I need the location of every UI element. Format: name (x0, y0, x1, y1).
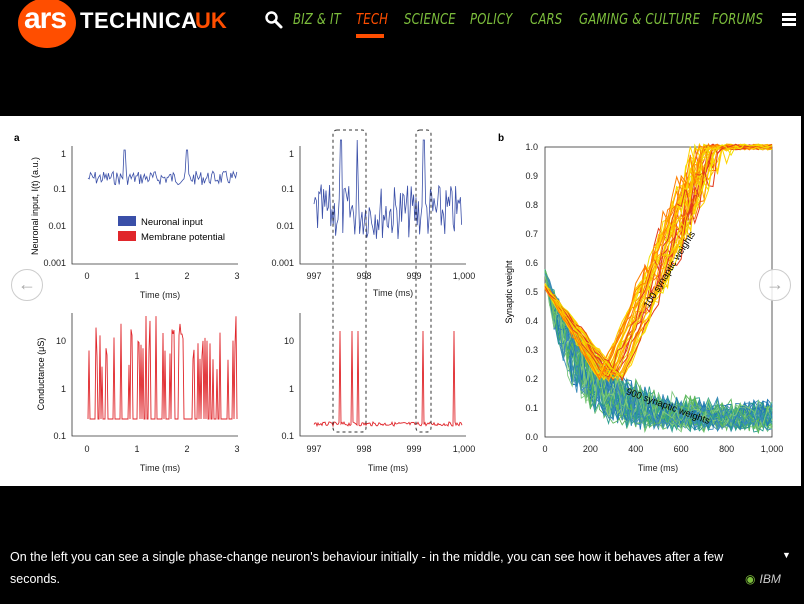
tick-left-x: 0 (84, 271, 89, 281)
tick-input-y: 0.01 (48, 221, 66, 231)
tick-left-x: 2 (184, 444, 189, 454)
hamburger-menu-icon[interactable] (782, 13, 796, 27)
logo-uk: UK (195, 8, 227, 33)
arrow-right-icon[interactable]: → (759, 269, 791, 301)
ylabel-input: Neuronal input, I(t) (a.u.) (30, 157, 40, 255)
tick-b-y: 0.7 (525, 229, 538, 239)
tick-cond-y: 1 (61, 384, 66, 394)
tick-b-y: 0.2 (525, 374, 538, 384)
figure-caption: On the left you can see a single phase-c… (10, 550, 724, 586)
tick-mid-x: 999 (406, 444, 421, 454)
article-figure: a b Neuronal input, I(t) (a.u.) Conducta… (0, 116, 801, 486)
tick-b-y: 0.4 (525, 316, 538, 326)
tick-cond-y: 0.1 (281, 431, 294, 441)
tick-b-x: 1,000 (761, 444, 784, 454)
nav-cars[interactable]: CARS (530, 10, 563, 28)
credit-text: IBM (759, 572, 781, 586)
tick-left-x: 2 (184, 271, 189, 281)
tick-b-y: 1.0 (525, 142, 538, 152)
tick-left-x: 1 (134, 444, 139, 454)
tick-b-y: 0.0 (525, 432, 538, 442)
tick-b-y: 0.3 (525, 345, 538, 355)
search-icon[interactable] (264, 10, 284, 30)
caret-down-icon[interactable]: ▼ (782, 550, 791, 560)
tick-b-y: 0.1 (525, 403, 538, 413)
tick-b-x: 600 (674, 444, 689, 454)
tick-input-y: 0.1 (281, 184, 294, 194)
tick-mid-x: 1,000 (453, 271, 476, 281)
nav-policy[interactable]: POLICY (470, 10, 513, 28)
tick-cond-y: 10 (56, 336, 66, 346)
arrow-left-icon[interactable]: ← (11, 269, 43, 301)
nav-tech[interactable]: TECH (356, 10, 389, 28)
site-header: ars TECHNICA UK BIZ & IT TECH SCIENCE PO… (0, 0, 804, 48)
ylabel-conductance: Conductance (μS) (36, 338, 46, 411)
tick-input-y: 1 (289, 149, 294, 159)
tick-mid-x: 1,000 (453, 444, 476, 454)
tick-b-y: 0.9 (525, 171, 538, 181)
tick-mid-x: 999 (406, 271, 421, 281)
tick-b-x: 400 (628, 444, 643, 454)
logo-ars: ars (24, 2, 67, 35)
tick-b-y: 0.5 (525, 287, 538, 297)
nav-science[interactable]: SCIENCE (404, 10, 456, 28)
nav-biz-it[interactable]: BIZ & IT (293, 10, 341, 28)
tick-left-x: 0 (84, 444, 89, 454)
tick-left-x: 3 (234, 271, 239, 281)
tick-left-x: 1 (134, 271, 139, 281)
legend-input: Neuronal input (141, 217, 203, 228)
xlabel: Time (ms) (638, 463, 678, 473)
tick-b-x: 0 (542, 444, 547, 454)
nav-gaming-culture[interactable]: GAMING & CULTURE (579, 10, 701, 28)
tick-mid-x: 998 (356, 444, 371, 454)
tick-b-x: 200 (583, 444, 598, 454)
tick-input-y: 0.001 (271, 258, 294, 268)
xlabel: Time (ms) (373, 288, 413, 298)
tick-cond-y: 0.1 (53, 431, 66, 441)
tick-cond-y: 1 (289, 384, 294, 394)
nav-forums[interactable]: FORUMS (712, 10, 764, 28)
panel-label-b: b (498, 133, 504, 144)
camera-icon: ◉ (745, 572, 756, 586)
tick-left-x: 3 (234, 444, 239, 454)
legend-swatch-input (118, 216, 136, 226)
logo-circle (18, 0, 76, 48)
active-tab-indicator (356, 34, 384, 38)
logo-technica: TECHNICA (80, 8, 198, 33)
xlabel: Time (ms) (140, 463, 180, 473)
tick-mid-x: 997 (306, 444, 321, 454)
image-credit: ◉ IBM (745, 572, 781, 586)
tick-input-y: 0.001 (43, 258, 66, 268)
figure-image: a b Neuronal input, I(t) (a.u.) Conducta… (14, 129, 784, 473)
tick-input-y: 0.1 (53, 184, 66, 194)
legend-swatch-membrane (118, 231, 136, 241)
tick-b-y: 0.6 (525, 258, 538, 268)
xlabel: Time (ms) (368, 463, 408, 473)
tick-b-x: 800 (719, 444, 734, 454)
tick-b-y: 0.8 (525, 200, 538, 210)
legend-membrane: Membrane potential (141, 232, 225, 243)
tick-input-y: 0.01 (276, 221, 294, 231)
panel-label-a: a (14, 133, 20, 144)
tick-mid-x: 997 (306, 271, 321, 281)
tick-input-y: 1 (61, 149, 66, 159)
ylabel-weight: Synaptic weight (504, 260, 514, 324)
xlabel: Time (ms) (140, 290, 180, 300)
tick-cond-y: 10 (284, 336, 294, 346)
tick-mid-x: 998 (356, 271, 371, 281)
